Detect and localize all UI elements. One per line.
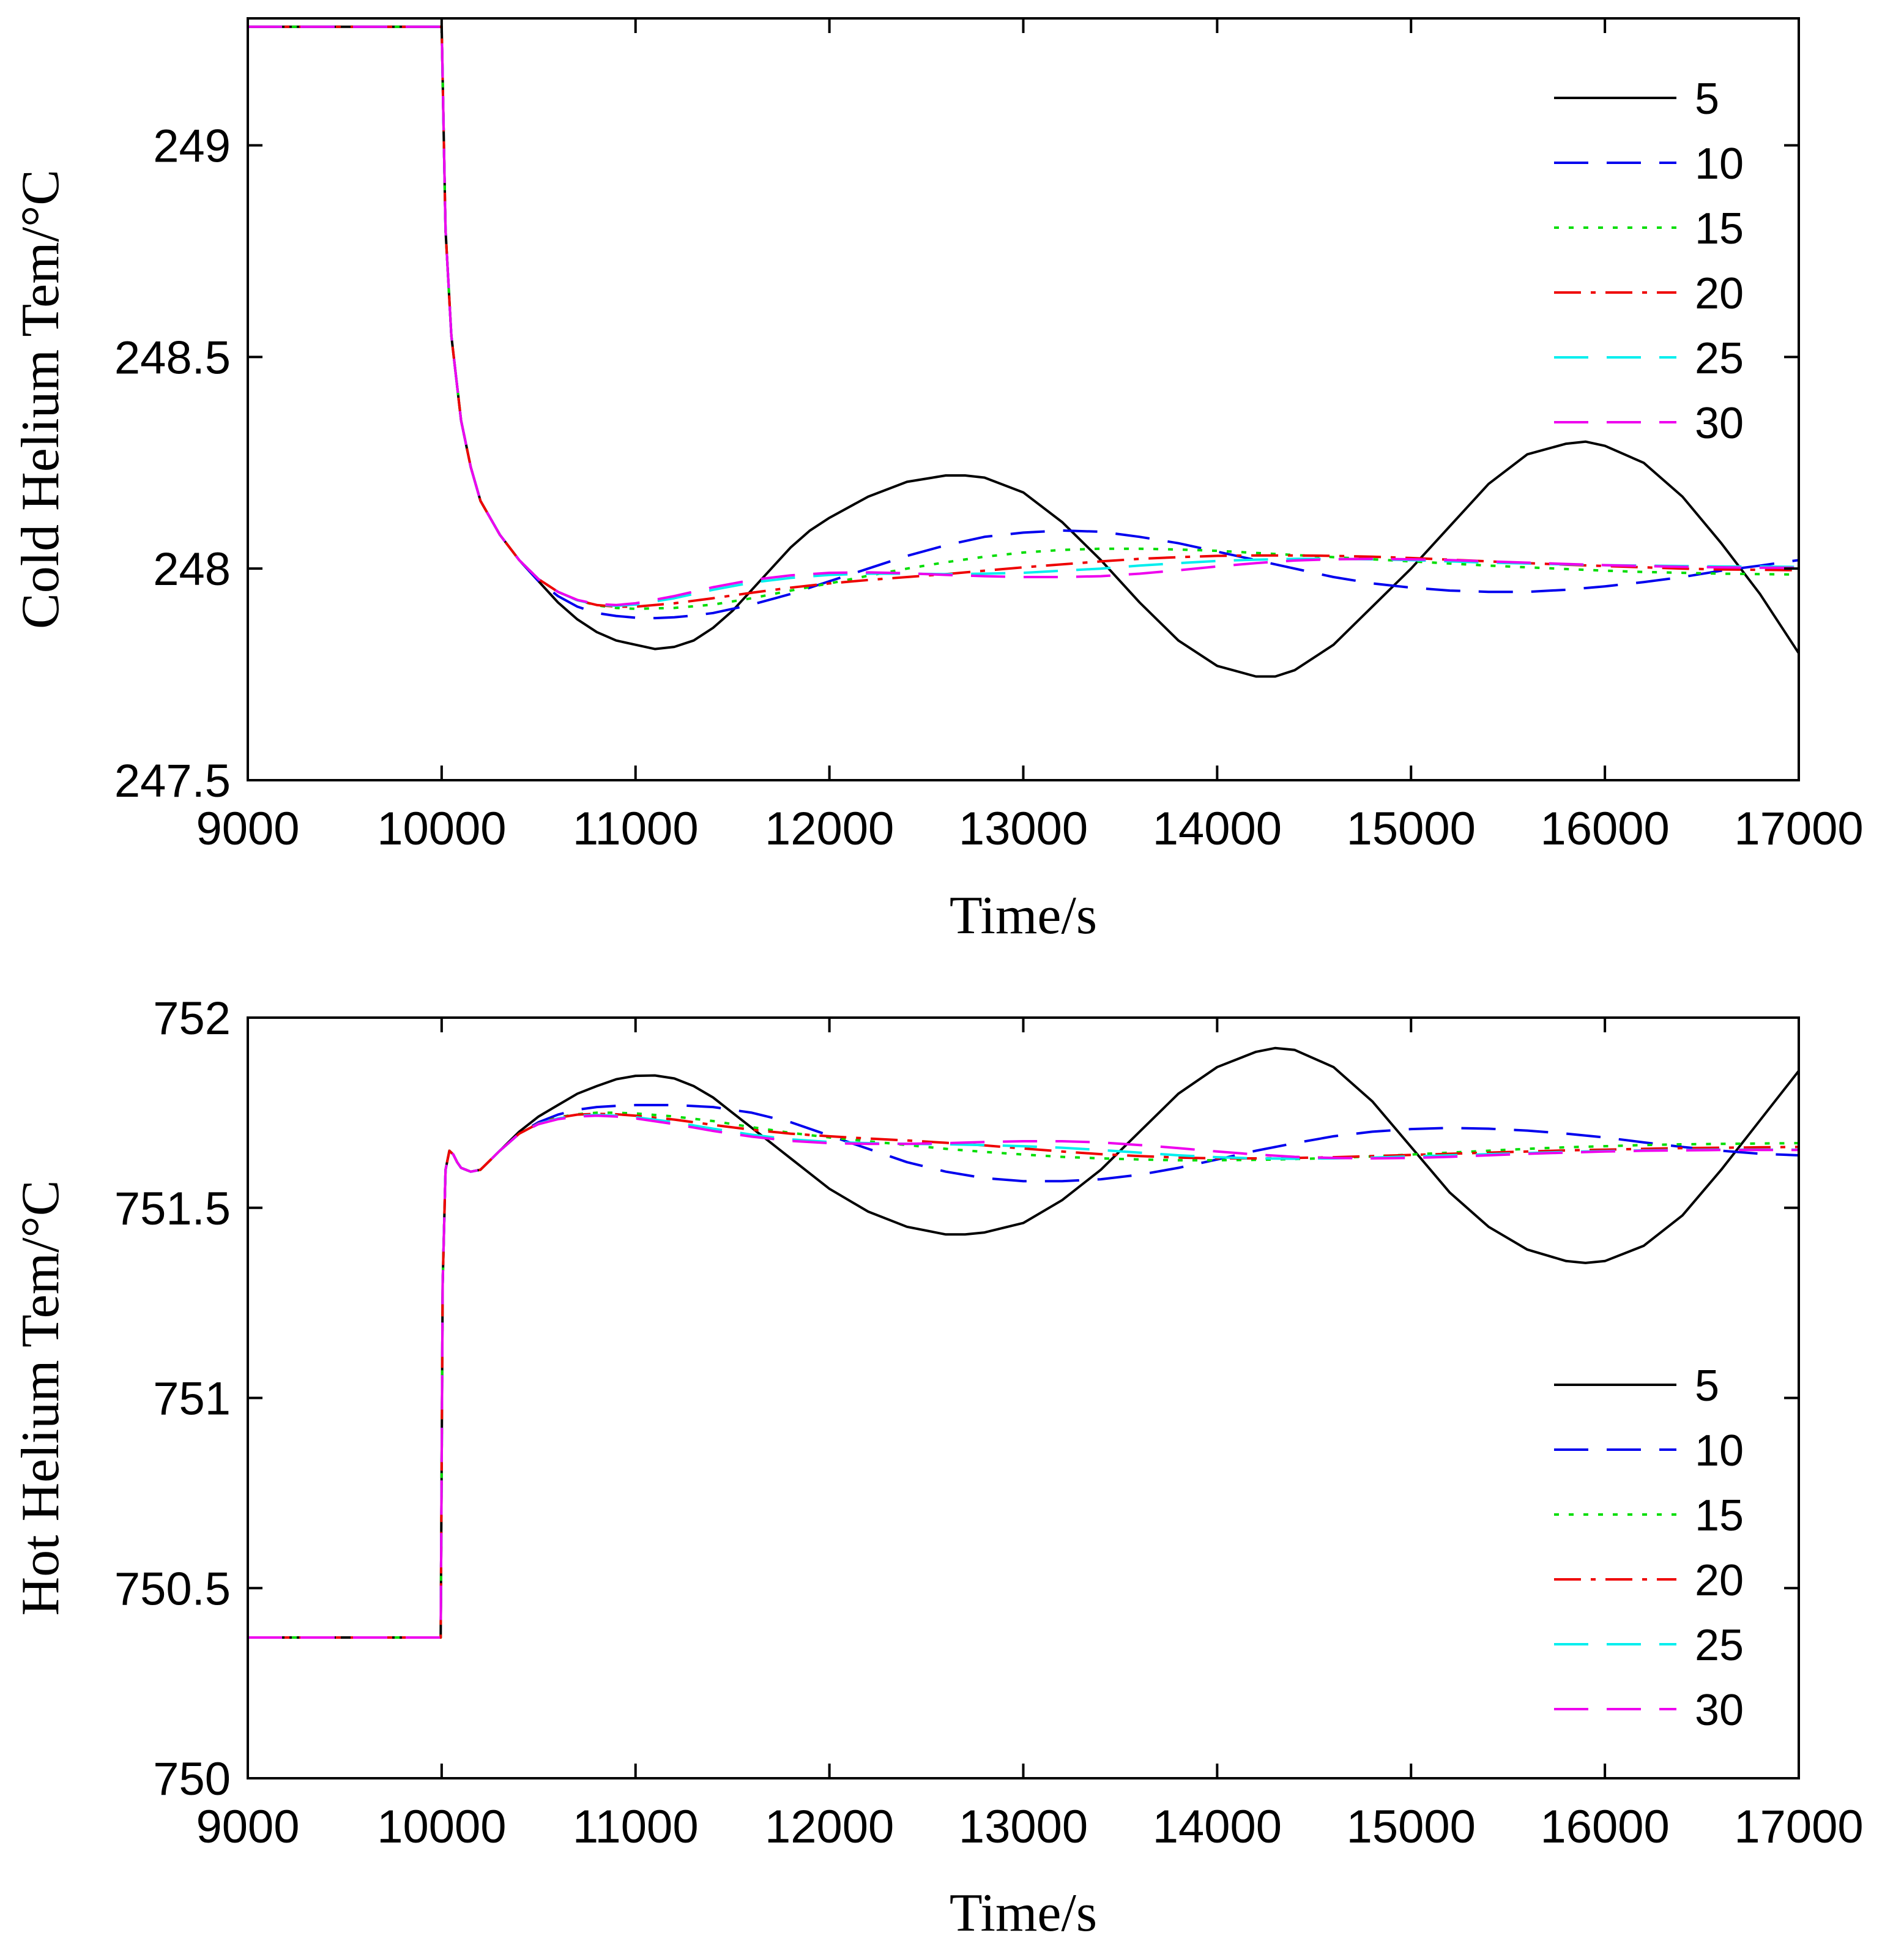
x-tick-label: 9000 [196, 1801, 299, 1853]
legend-label-10: 10 [1695, 140, 1744, 188]
y-axis-label: Cold Helium Tem/°C [11, 170, 70, 629]
legend-label-25: 25 [1695, 334, 1744, 383]
x-tick-label: 13000 [959, 1801, 1088, 1853]
y-tick-label: 248 [153, 543, 231, 595]
x-tick-label: 16000 [1540, 1801, 1669, 1853]
legend: 5 10 15 20 25 30 [1554, 75, 1744, 448]
x-tick-label: 15000 [1347, 1801, 1476, 1853]
y-tick-label: 751.5 [114, 1183, 231, 1235]
y-tick-label: 750.5 [114, 1563, 231, 1615]
legend-label-25: 25 [1695, 1621, 1744, 1670]
hot-helium-chart: 9000 10000 11000 12000 13000 14000 15000 16000 1… [11, 993, 1863, 1943]
legend-label-10: 10 [1695, 1426, 1744, 1475]
legend-label-5: 5 [1695, 1362, 1719, 1410]
x-tick-label: 12000 [765, 803, 894, 855]
y-axis-label: Hot Helium Tem/°C [11, 1180, 70, 1616]
x-tick-label: 12000 [765, 1801, 894, 1853]
x-axis-label: Time/s [950, 1884, 1097, 1943]
legend-label-15: 15 [1695, 204, 1744, 253]
series-group [248, 1046, 1799, 1639]
x-tick-label: 15000 [1347, 803, 1476, 855]
legend-label-15: 15 [1695, 1491, 1744, 1540]
x-tick-label: 10000 [377, 1801, 506, 1853]
legend-label-20: 20 [1695, 1556, 1744, 1605]
series-line-20 [248, 1112, 1799, 1639]
cold-helium-chart: 9000 10000 11000 12000 13000 14000 15000 16000 1… [11, 17, 1864, 945]
y-tick-label: 247.5 [114, 755, 231, 807]
x-tick-label: 10000 [377, 803, 506, 855]
y-tick-label: 249 [153, 121, 231, 173]
legend-label-30: 30 [1695, 1686, 1744, 1735]
x-tick-label: 13000 [959, 803, 1088, 855]
x-tick-label: 16000 [1540, 803, 1669, 855]
y-tick-label: 750 [153, 1753, 231, 1805]
x-tick-label: 9000 [196, 803, 299, 855]
y-tick-label: 752 [153, 993, 231, 1045]
legend-label-30: 30 [1695, 399, 1744, 448]
y-tick-label: 248.5 [114, 332, 231, 384]
x-tick-label: 17000 [1734, 1801, 1863, 1853]
x-tick-label: 14000 [1153, 803, 1282, 855]
x-tick-label: 11000 [573, 803, 699, 855]
legend: 5 10 15 20 25 30 [1554, 1362, 1744, 1735]
y-tick-label: 751 [153, 1373, 231, 1425]
series-line-30 [248, 1114, 1799, 1639]
series-line-30 [248, 25, 1799, 606]
x-tick-label: 17000 [1734, 803, 1863, 855]
series-line-15 [248, 1111, 1799, 1639]
x-tick-label: 14000 [1153, 1801, 1282, 1853]
series-group [248, 25, 1799, 678]
legend-label-20: 20 [1695, 269, 1744, 318]
x-tick-label: 11000 [573, 1801, 699, 1853]
legend-label-5: 5 [1695, 75, 1719, 124]
x-axis-label: Time/s [950, 886, 1097, 945]
